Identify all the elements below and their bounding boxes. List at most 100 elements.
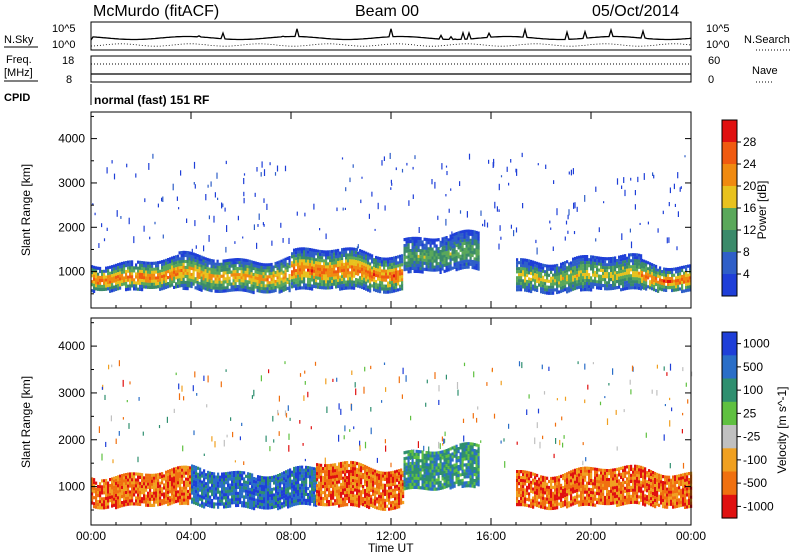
echo-cell (336, 471, 339, 475)
echo-cell (202, 268, 205, 272)
echo-cell (536, 270, 539, 274)
echo-cell (190, 266, 193, 271)
echo-cell (255, 489, 258, 493)
echo-cell (643, 274, 646, 278)
echo-cell (309, 499, 312, 503)
echo-cell (216, 262, 219, 266)
echo-cell (214, 283, 217, 287)
echo-cell (147, 267, 150, 271)
echo-cell (119, 489, 122, 493)
echo-speck (260, 172, 262, 177)
echo-speck (193, 182, 195, 185)
echo-cell (313, 467, 316, 471)
echo-cell (285, 485, 288, 489)
echo-cell (246, 265, 249, 269)
echo-cell (342, 488, 345, 492)
echo-cell (288, 265, 291, 269)
echo-speck (562, 442, 564, 448)
echo-cell (200, 261, 203, 265)
echo-cell (319, 276, 322, 281)
echo-cell (550, 288, 553, 292)
echo-cell (198, 263, 201, 267)
echo-cell (175, 493, 178, 498)
echo-cell (109, 286, 112, 290)
echo-cell (258, 274, 261, 278)
echo-cell (265, 497, 268, 501)
echo-cell (328, 488, 331, 492)
echo-speck (258, 213, 260, 220)
echo-cell (687, 285, 690, 289)
echo-cell (208, 267, 211, 271)
echo-cell (395, 279, 398, 284)
echo-cell (330, 499, 333, 503)
echo-cell (318, 490, 321, 494)
echo-cell (259, 505, 262, 509)
echo-cell (417, 269, 420, 274)
echo-cell (262, 287, 265, 291)
echo-cell (550, 276, 553, 280)
echo-cell (231, 492, 234, 496)
colorbar-tick-label: 20 (743, 179, 757, 193)
echo-cell (334, 478, 337, 482)
echo-cell (453, 250, 456, 254)
echo-cell (272, 286, 275, 290)
echo-cell (263, 506, 266, 510)
echo-cell (167, 472, 170, 477)
echo-cell (638, 259, 641, 263)
echo-cell (309, 493, 312, 497)
echo-cell (610, 275, 613, 279)
echo-cell (325, 271, 328, 275)
echo-cell (276, 285, 279, 289)
echo-cell (584, 255, 587, 259)
echo-cell (345, 259, 348, 263)
echo-cell (178, 251, 181, 255)
echo-cell (171, 274, 174, 278)
echo-cell (153, 479, 156, 483)
echo-cell (291, 270, 294, 274)
echo-cell (316, 499, 319, 503)
echo-cell (634, 262, 637, 266)
echo-cell (421, 258, 424, 262)
echo-cell (185, 465, 188, 469)
echo-cell (313, 470, 316, 474)
echo-cell (568, 286, 571, 290)
echo-cell (303, 280, 306, 284)
echo-cell (475, 242, 478, 247)
echo-cell (109, 280, 112, 284)
echo-cell (198, 254, 201, 258)
echo-speck (556, 398, 558, 401)
echo-cell (320, 469, 323, 473)
echo-cell (137, 502, 140, 506)
echo-cell (334, 499, 337, 503)
echo-speck (142, 431, 144, 436)
echo-cell (237, 497, 240, 501)
echo-cell (149, 491, 152, 495)
echo-cell (249, 505, 252, 509)
echo-cell (425, 249, 428, 254)
echo-cell (226, 283, 229, 287)
echo-cell (293, 466, 296, 471)
echo-cell (209, 486, 212, 490)
echo-cell (338, 498, 341, 502)
echo-cell (351, 280, 354, 284)
echo-cell (107, 502, 110, 506)
echo-cell (602, 278, 605, 282)
echo-cell (315, 282, 318, 286)
echo-speck (162, 234, 164, 239)
echo-cell (321, 256, 324, 260)
echo-cell (139, 272, 142, 276)
echo-cell (204, 284, 207, 288)
echo-cell (477, 237, 480, 241)
echo-cell (241, 483, 244, 487)
echo-cell (346, 488, 349, 492)
echo-cell (349, 283, 352, 287)
echo-cell (518, 276, 521, 280)
echo-cell (288, 274, 291, 278)
echo-cell (630, 286, 633, 290)
echo-speck (468, 153, 471, 160)
echo-cell (391, 289, 394, 294)
echo-cell (305, 274, 308, 278)
echo-cell (301, 465, 304, 469)
echo-cell (194, 268, 197, 272)
